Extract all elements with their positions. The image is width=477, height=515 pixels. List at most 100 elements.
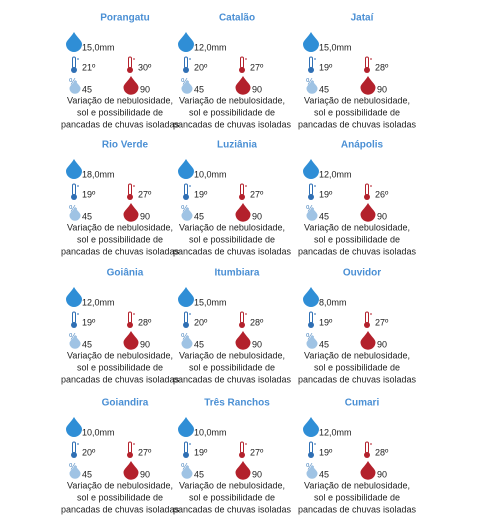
- thermometer-bulb: [71, 322, 77, 328]
- temp-min: 19º: [194, 189, 208, 199]
- humidity-min: 45: [319, 339, 329, 349]
- drop-icon: [303, 417, 319, 437]
- city-name: Anápolis: [341, 140, 384, 151]
- humidity-symbol: %: [181, 203, 189, 213]
- thermometer-tube: [128, 183, 132, 196]
- description-line: Variação de nebulosidade,: [179, 480, 285, 490]
- thermometer-bulb: [308, 67, 314, 73]
- rain-amount: 12,0mm: [319, 427, 352, 437]
- humidity-max: 90: [252, 469, 262, 479]
- city-name: Luziânia: [217, 140, 257, 151]
- rain-amount: 10,0mm: [194, 427, 227, 437]
- rain-amount: 15,0mm: [82, 42, 115, 52]
- description-line: sol e possibilidade de: [189, 234, 275, 244]
- temp-max: 27º: [250, 189, 264, 199]
- thermometer-tube: [128, 441, 132, 454]
- city-name: Goiânia: [107, 268, 144, 279]
- humidity-max: 90: [377, 211, 387, 221]
- humidity-min: 45: [194, 469, 204, 479]
- description-line: pancadas de chuvas isoladas: [173, 504, 292, 514]
- humidity-symbol: %: [69, 76, 77, 86]
- description-line: Variação de nebulosidade,: [304, 480, 410, 490]
- thermometer-tube: [365, 311, 369, 324]
- humidity-min: 45: [319, 84, 329, 94]
- humidity-max: 90: [377, 469, 387, 479]
- drop-icon: [69, 80, 81, 94]
- description-line: sol e possibilidade de: [189, 492, 275, 502]
- description-line: Variação de nebulosidade,: [67, 222, 173, 232]
- thermometer-bulb: [308, 452, 314, 458]
- description-line: Variação de nebulosidade,: [179, 95, 285, 105]
- drop-icon: [306, 207, 318, 221]
- thermometer-tube: [184, 311, 188, 324]
- thermometer-bulb: [308, 322, 314, 328]
- thermometer-tube: [365, 441, 369, 454]
- city-name: Cumari: [345, 398, 380, 409]
- thermometer-bulb: [239, 194, 245, 200]
- thermometer-tube: [72, 441, 76, 454]
- humidity-min: 45: [319, 211, 329, 221]
- drop-icon: [235, 331, 251, 350]
- drop-icon: [303, 159, 319, 179]
- drop-icon: [306, 335, 318, 349]
- rain-amount: 15,0mm: [319, 42, 352, 52]
- thermometer-tube: [184, 441, 188, 454]
- drop-icon: [303, 287, 319, 307]
- humidity-max: 90: [377, 339, 387, 349]
- description-line: pancadas de chuvas isoladas: [298, 119, 417, 129]
- humidity-symbol: %: [306, 331, 314, 341]
- thermometer-tube: [309, 183, 313, 196]
- description-line: pancadas de chuvas isoladas: [61, 119, 180, 129]
- description-line: sol e possibilidade de: [77, 362, 163, 372]
- description-line: sol e possibilidade de: [77, 107, 163, 117]
- drop-icon: [66, 32, 82, 52]
- description-line: Variação de nebulosidade,: [304, 350, 410, 360]
- city-name: Três Ranchos: [204, 398, 270, 409]
- thermometer-bulb: [364, 452, 370, 458]
- thermometer-tube: [309, 56, 313, 69]
- thermometer-bulb: [364, 67, 370, 73]
- thermometer-tube: [309, 441, 313, 454]
- drop-icon: [360, 76, 376, 95]
- humidity-symbol: %: [306, 76, 314, 86]
- drop-icon: [66, 159, 82, 179]
- temp-min: 19º: [319, 317, 333, 327]
- description-line: Variação de nebulosidade,: [304, 95, 410, 105]
- thermometer-bulb: [183, 194, 189, 200]
- thermometer-bulb: [239, 322, 245, 328]
- drop-icon: [123, 76, 139, 95]
- humidity-symbol: %: [181, 331, 189, 341]
- thermometer-bulb: [183, 67, 189, 73]
- humidity-symbol: %: [306, 203, 314, 213]
- drop-icon: [306, 465, 318, 479]
- humidity-min: 45: [82, 469, 92, 479]
- humidity-symbol: %: [69, 203, 77, 213]
- description-line: Variação de nebulosidade,: [179, 350, 285, 360]
- drop-icon: [303, 32, 319, 52]
- thermometer-bulb: [127, 452, 133, 458]
- temp-max: 27º: [375, 317, 389, 327]
- thermometer-tube: [72, 56, 76, 69]
- thermometer-bulb: [239, 67, 245, 73]
- temp-max: 26º: [375, 189, 389, 199]
- description-line: sol e possibilidade de: [314, 362, 400, 372]
- thermometer-tube: [72, 183, 76, 196]
- thermometer-tube: [365, 56, 369, 69]
- humidity-min: 45: [319, 469, 329, 479]
- thermometer-tube: [240, 311, 244, 324]
- temp-min: 20º: [82, 447, 96, 457]
- rain-amount: 8,0mm: [319, 297, 347, 307]
- temp-max: 28º: [375, 62, 389, 72]
- humidity-symbol: %: [181, 76, 189, 86]
- humidity-max: 90: [140, 469, 150, 479]
- thermometer-bulb: [127, 194, 133, 200]
- description-line: Variação de nebulosidade,: [67, 350, 173, 360]
- thermometer-bulb: [364, 194, 370, 200]
- drop-icon: [360, 203, 376, 222]
- drop-icon: [181, 80, 193, 94]
